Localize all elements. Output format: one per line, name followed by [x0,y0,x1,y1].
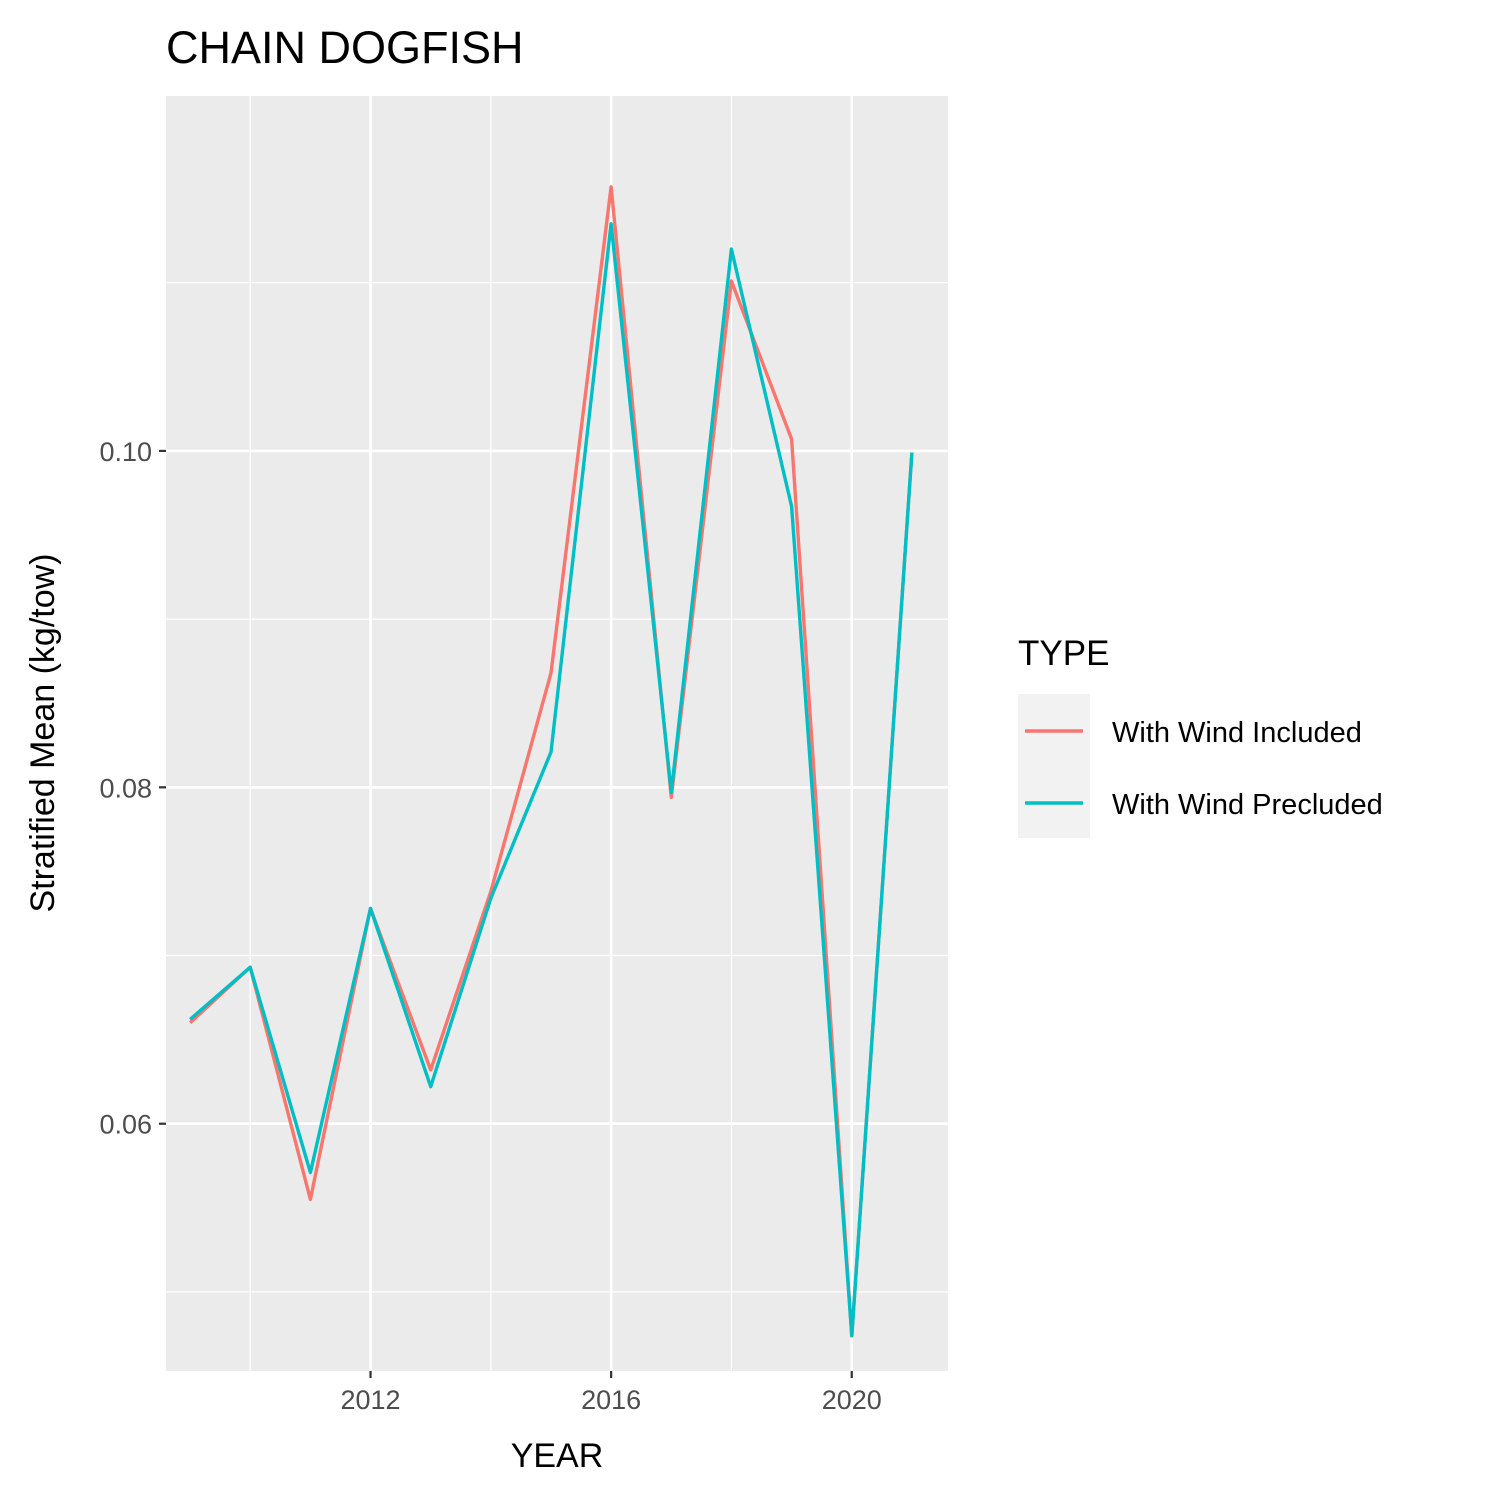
y-tick-label: 0.10 [99,437,152,467]
x-tick-label: 2012 [340,1385,400,1415]
series-line-2 [188,222,914,1338]
plot-panel [166,96,948,1371]
legend-items: With Wind Included With Wind Precluded [1025,717,1383,821]
legend-key-background [1018,694,1090,838]
legend: TYPE With Wind Included With Wind Preclud… [1018,634,1383,838]
x-tick-label: 2016 [581,1385,641,1415]
series-line-1 [188,185,914,1338]
x-axis-title: YEAR [511,1437,604,1475]
legend-label-2: With Wind Precluded [1112,789,1383,821]
y-tick-label: 0.08 [99,773,152,803]
series-lines [188,185,914,1338]
y-axis: 0.06 0.08 0.10 [99,437,166,1140]
y-tick-label: 0.06 [99,1110,152,1140]
x-axis: 2012 2016 2020 [340,1371,882,1415]
y-axis-title: Stratified Mean (kg/tow) [24,553,62,912]
legend-label-1: With Wind Included [1112,717,1362,749]
legend-title: TYPE [1018,634,1109,673]
x-tick-label: 2020 [822,1385,882,1415]
chart-title: CHAIN DOGFISH [166,22,524,73]
